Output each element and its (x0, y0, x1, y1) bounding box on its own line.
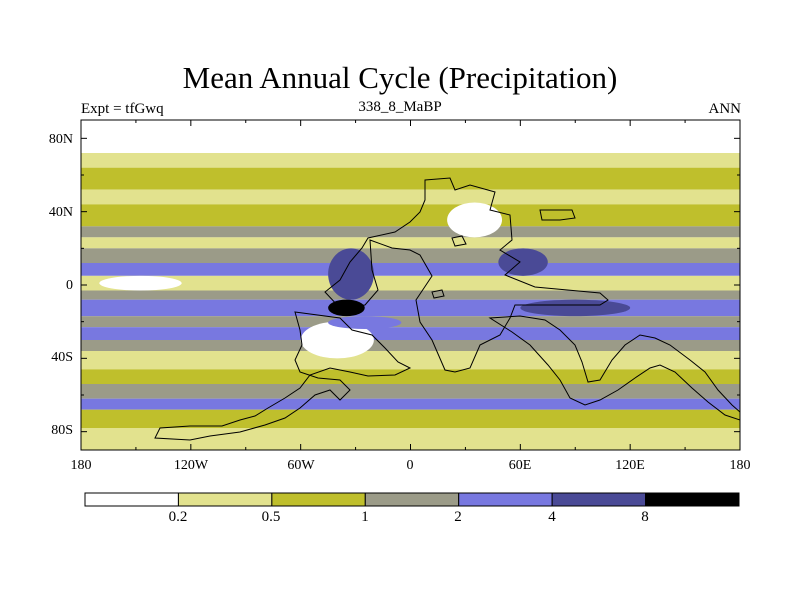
colorbar-swatch (458, 492, 553, 507)
precip-band (81, 398, 740, 410)
precip-band (81, 248, 740, 263)
colorbar-swatch (364, 492, 460, 507)
season-label: ANN (708, 101, 742, 117)
precip-band (81, 327, 740, 340)
precip-band (81, 226, 740, 238)
colorbar-swatch (551, 492, 647, 507)
precip-monsoon-core (498, 248, 548, 276)
colorbar-label: 4 (548, 509, 556, 525)
coastline-africa-eurasia (324, 177, 609, 373)
x-tick-label: 120W (173, 458, 209, 473)
x-tick-label: 180 (70, 458, 92, 473)
precip-band (81, 299, 740, 317)
colorbar-swatch (645, 492, 740, 507)
y-tick-label: 40S (51, 350, 73, 365)
precip-south-atlantic-wet (328, 316, 402, 330)
colorbar-label: 0.5 (261, 509, 281, 525)
precip-band (81, 167, 740, 190)
y-tick-label: 80N (48, 132, 73, 147)
colorbar (84, 492, 740, 507)
colorbar-label: 8 (641, 509, 649, 525)
colorbar-label: 0.2 (168, 509, 188, 525)
precip-equatorial-dry (99, 275, 182, 291)
precip-band (81, 153, 740, 168)
precip-band (81, 275, 740, 291)
experiment-label: Expt = tfGwq (81, 101, 164, 117)
x-tick-label: 60E (508, 458, 532, 473)
precip-asia-dry (447, 202, 503, 238)
precipitation-field (81, 120, 740, 450)
y-tick-label: 0 (66, 278, 73, 293)
precip-band (81, 351, 740, 370)
colorbar-swatch (271, 492, 366, 507)
precip-band (81, 428, 740, 450)
precip-band (81, 409, 740, 428)
colorbar-swatch (177, 492, 273, 507)
precip-band (81, 316, 740, 328)
coastline-northern-island (539, 209, 576, 221)
precip-band (81, 263, 740, 276)
precip-band (81, 384, 740, 399)
x-tick-label: 60W (287, 458, 315, 473)
coastline-southern-landmass (488, 315, 740, 421)
x-tick-label: 180 (729, 458, 751, 473)
period-label: 338_8_MaBP (358, 99, 442, 115)
colorbar-label: 2 (454, 509, 462, 525)
precip-band (81, 340, 740, 351)
x-tick-label: 120E (615, 458, 645, 473)
continent-outlines (154, 177, 740, 441)
coastline-south-america (154, 311, 412, 441)
precip-band (81, 290, 740, 300)
precip-band (81, 204, 740, 227)
x-tick-label: 0 (406, 458, 414, 473)
precip-indian-wet (520, 299, 631, 317)
plot-title: Mean Annual Cycle (Precipitation) (182, 60, 618, 95)
colorbar-label: 1 (361, 509, 369, 525)
precip-band (81, 189, 740, 205)
coastline-small-islands (431, 235, 467, 299)
axis-ticks (80, 120, 741, 450)
precip-amazon-core (328, 248, 374, 300)
precip-band (81, 369, 740, 384)
precip-band (81, 237, 740, 249)
y-tick-label: 80S (51, 423, 73, 438)
precip-itcz-maximum (328, 299, 365, 317)
y-tick-label: 40N (48, 205, 73, 220)
colorbar-swatch (84, 492, 179, 507)
